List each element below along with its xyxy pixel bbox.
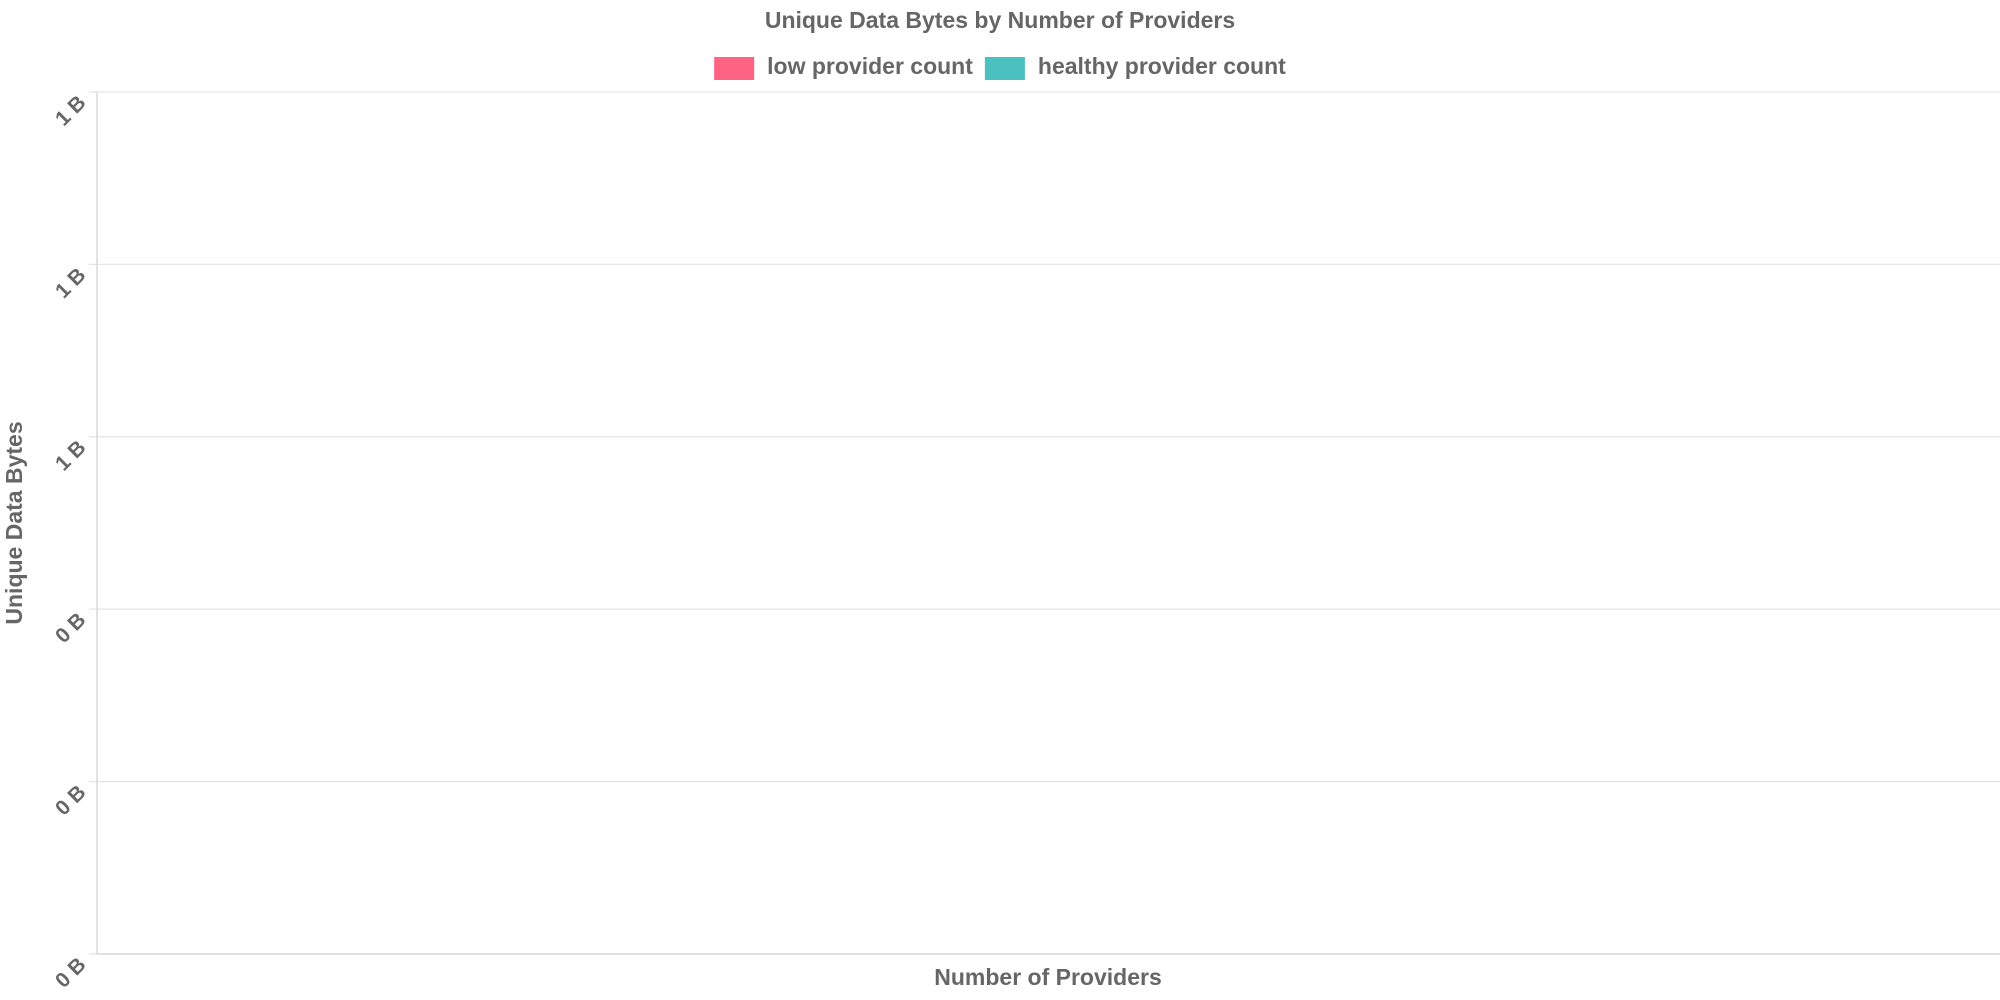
legend-swatch <box>714 57 755 80</box>
y-tick-label: 1 B <box>51 91 90 130</box>
legend-swatch <box>984 57 1025 80</box>
y-tick-label: 1 B <box>51 436 90 475</box>
y-tick-label: 0 B <box>51 953 90 992</box>
chart-title: Unique Data Bytes by Number of Providers <box>765 7 1235 33</box>
y-tick-label: 0 B <box>51 781 90 820</box>
y-axis-title: Unique Data Bytes <box>1 421 27 624</box>
y-tick-label: 1 B <box>51 264 90 303</box>
x-axis-title: Number of Providers <box>934 964 1162 990</box>
y-tick-label: 0 B <box>51 608 90 647</box>
legend-label: low provider count <box>767 53 973 79</box>
legend-label: healthy provider count <box>1038 53 1286 79</box>
